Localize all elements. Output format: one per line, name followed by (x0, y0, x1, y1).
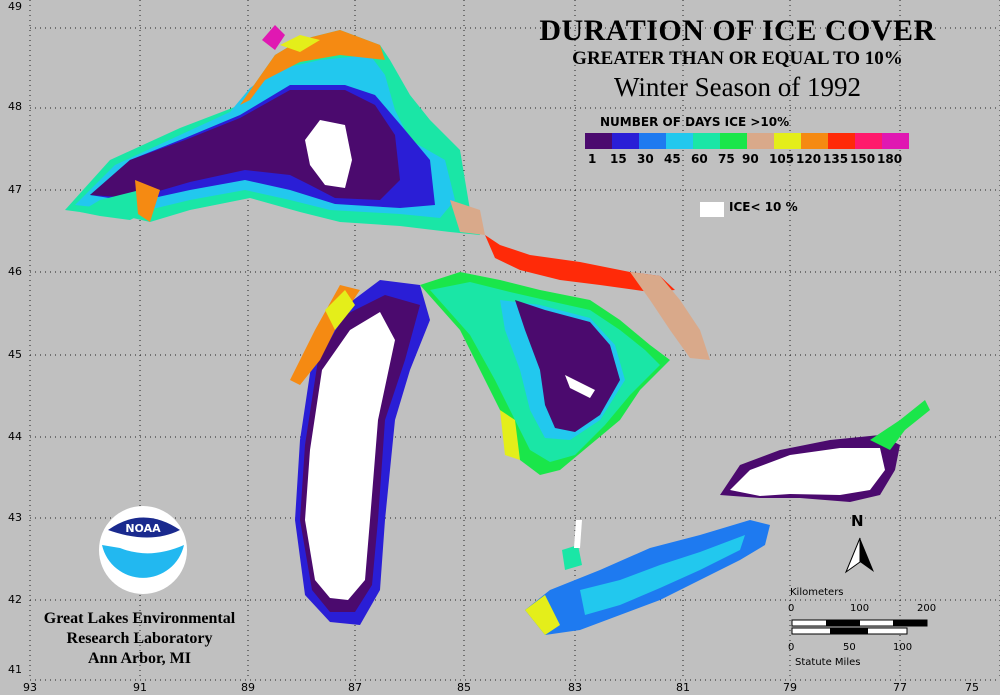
st-clair-river (574, 520, 582, 548)
map-title: DURATION OF ICE COVER (539, 14, 936, 47)
legend-swatch (774, 133, 801, 149)
legend-tick-label: 15 (610, 152, 627, 166)
legend-tick-label: 30 (637, 152, 654, 166)
lon-label: 75 (965, 681, 979, 694)
legend-swatch (693, 133, 720, 149)
org-line-3: Ann Arbor, MI (88, 650, 191, 667)
legend-swatch (855, 133, 882, 149)
noaa-logo-text: NOAA (125, 522, 161, 535)
lat-label: 41 (8, 663, 22, 676)
legend-tick-label: 105 (769, 152, 795, 166)
org-line-2: Research Laboratory (66, 630, 213, 647)
scale-bar (791, 619, 928, 635)
lat-label: 47 (8, 183, 22, 196)
lat-label: 46 (8, 265, 22, 278)
lon-label: 79 (783, 681, 797, 694)
legend-title: NUMBER OF DAYS ICE >10% (600, 115, 790, 129)
legend-tick-label: 120 (796, 152, 822, 166)
legend-tick-label: 1 (588, 152, 597, 166)
map-subtitle: GREATER THAN OR EQUAL TO 10% (572, 48, 903, 69)
legend-tick-label: 75 (718, 152, 735, 166)
legend-color-bar (585, 133, 909, 149)
legend-swatch (612, 133, 639, 149)
ice-legend-swatch (700, 202, 724, 217)
lake-superior (65, 25, 485, 235)
north-label: N (851, 512, 864, 530)
legend-tick-label: 45 (664, 152, 681, 166)
lat-label: 42 (8, 593, 22, 606)
lon-label: 83 (568, 681, 582, 694)
map-season: Winter Season of 1992 (613, 72, 862, 102)
lat-label: 44 (8, 430, 22, 443)
legend-tick-label: 60 (691, 152, 708, 166)
north-arrow (844, 537, 874, 574)
north-channel (485, 235, 710, 360)
scale-km-tick: 100 (850, 603, 870, 614)
lon-label: 85 (457, 681, 471, 694)
legend-swatch (720, 133, 747, 149)
legend-ticks: 1 15 30 45 60 75 90 105 120 135 150 180 (580, 152, 940, 168)
lon-label: 81 (676, 681, 690, 694)
legend-tick-label: 150 (850, 152, 876, 166)
scale-mi-tick: 0 (788, 642, 795, 653)
noaa-logo (99, 506, 187, 594)
scale-km-tick: 0 (788, 603, 795, 614)
lake-huron (420, 272, 670, 475)
scale-mi-tick: 100 (893, 642, 913, 653)
legend-swatch (828, 133, 855, 149)
lat-label: 49 (8, 0, 22, 13)
legend-swatch (639, 133, 666, 149)
legend-swatch (666, 133, 693, 149)
lon-label: 87 (348, 681, 362, 694)
lake-ontario (720, 400, 930, 502)
lon-label: 89 (241, 681, 255, 694)
scale-mi-tick: 50 (843, 642, 856, 653)
lake-michigan (290, 280, 430, 625)
legend-tick-label: 90 (742, 152, 759, 166)
legend-swatch (585, 133, 612, 149)
scale-mi-label: Statute Miles (795, 657, 861, 668)
lon-label: 77 (893, 681, 907, 694)
scale-km-tick: 200 (917, 603, 937, 614)
ice-legend-label: ICE< 10 % (729, 200, 798, 214)
legend-swatch (882, 133, 909, 149)
lat-label: 45 (8, 348, 22, 361)
lake-st-clair (562, 545, 582, 570)
lon-label: 91 (133, 681, 147, 694)
legend-swatch (801, 133, 828, 149)
legend-tick-label: 180 (877, 152, 903, 166)
lat-label: 43 (8, 511, 22, 524)
legend-tick-label: 135 (823, 152, 849, 166)
lat-label: 48 (8, 100, 22, 113)
lake-erie (525, 520, 770, 635)
org-line-1: Great Lakes Environmental (43, 610, 236, 627)
legend-swatch (747, 133, 774, 149)
lon-label: 93 (23, 681, 37, 694)
scale-km-label: Kilometers (790, 587, 844, 598)
